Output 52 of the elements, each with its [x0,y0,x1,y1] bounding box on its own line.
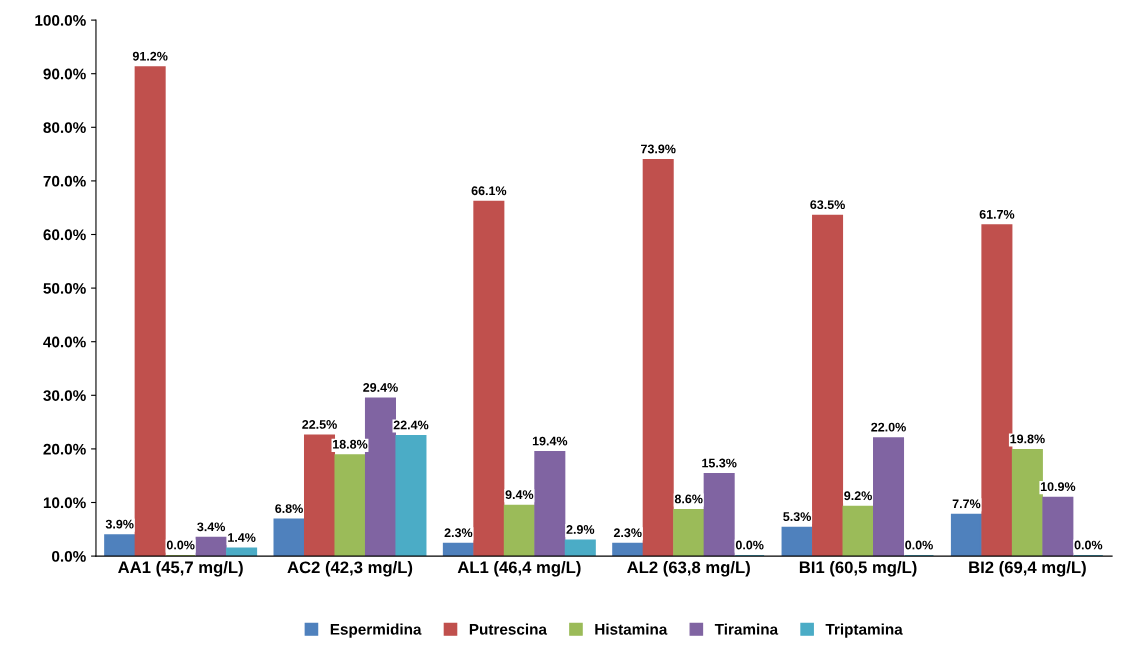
data-label: 19.4% [532,436,568,446]
x-tick-label: AL2 (63,8 mg/L) [627,560,750,577]
data-label: 0.0% [905,540,933,550]
data-label: 7.7% [952,499,981,509]
data-label: 6.8% [275,504,303,514]
data-label: 22.0% [871,422,906,432]
data-label: 18.8% [333,439,368,449]
data-label: 9.4% [505,490,534,500]
y-tick-label: 60.0% [43,229,86,241]
data-label: 3.9% [105,519,134,529]
y-tick-label: 70.0% [43,175,86,187]
legend-label: Tiramina [714,623,779,635]
data-label: 2.9% [566,525,595,534]
data-label: 0.0% [735,540,764,550]
data-label: 22.4% [393,420,429,430]
y-tick-label: 20.0% [43,443,86,455]
x-tick-label: BI2 (69,4 mg/L) [969,560,1086,577]
data-label: 61.7% [979,209,1015,219]
data-label: 91.2% [132,51,168,61]
y-tick-label: 30.0% [43,390,86,402]
data-label: 19.8% [1010,434,1045,444]
y-tick-label: 50.0% [43,282,86,294]
data-label: 1.4% [228,533,256,542]
data-label: 22.5% [302,420,337,429]
data-label: 2.3% [444,528,473,538]
y-tick-label: 10.0% [43,497,86,509]
y-tick-label: 90.0% [43,68,86,80]
legend-label: Histamina [595,623,668,635]
data-label: 2.3% [613,528,642,538]
data-label: 5.3% [783,512,811,522]
legend-label: Putrescina [469,623,548,635]
data-label: 15.3% [702,458,737,468]
data-label: 66.1% [471,186,507,196]
data-label: 0.0% [166,540,195,550]
data-label: 3.4% [197,522,226,532]
data-label: 9.2% [844,491,872,501]
legend-label: Espermidina [330,623,422,638]
y-tick-label: 40.0% [43,336,86,348]
y-tick-label: 80.0% [43,122,86,133]
data-label: 63.5% [810,200,845,210]
x-tick-label: AC2 (42,3 mg/L) [287,560,413,577]
data-label: 29.4% [363,383,398,392]
y-tick-label: 0.0% [52,550,86,562]
legend-label: Triptamina [825,623,903,638]
x-tick-label: BI1 (60,5 mg/L) [799,560,917,577]
data-label: 8.6% [674,494,703,504]
data-label: 0.0% [1074,540,1103,550]
data-label: 10.9% [1040,482,1076,492]
x-tick-label: AA1 (45,7 mg/L) [118,560,243,577]
x-tick-label: AL1 (46,4 mg/L) [457,560,581,577]
data-label: 73.9% [641,144,676,154]
y-tick-label: 100.0% [35,14,86,26]
